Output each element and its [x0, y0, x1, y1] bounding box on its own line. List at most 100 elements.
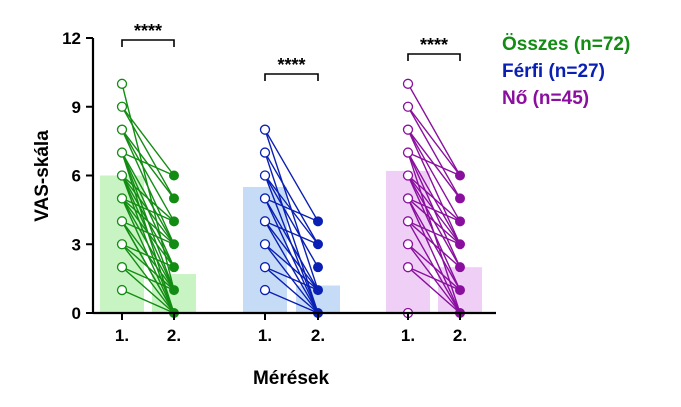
pair-line-1-29	[121, 266, 175, 314]
pair-line-3-3	[407, 106, 461, 199]
point-open-1-3	[116, 239, 128, 250]
pair-line-1-12	[121, 174, 175, 222]
y-tick-label-6: 6	[72, 167, 81, 186]
point-open-3-10	[402, 78, 414, 89]
pair-line-3-18	[407, 197, 461, 245]
point-open-3-6	[402, 170, 414, 181]
point-filled-1-2	[169, 262, 179, 273]
pair-line-3-17	[407, 198, 461, 314]
point-filled-3-1	[455, 285, 465, 296]
point-open-1-10	[116, 78, 128, 89]
significance-bracket-2	[264, 73, 319, 81]
pair-line-3-25	[407, 266, 461, 291]
pair-line-3-24	[407, 266, 461, 314]
pair-line-3-7	[407, 151, 461, 177]
x-axis-title: Mérések	[253, 368, 329, 389]
pair-line-1-30	[121, 266, 175, 291]
point-open-2-8	[259, 124, 271, 135]
point-filled-3-6	[455, 170, 465, 181]
point-filled-3-4	[455, 216, 465, 227]
series-group-3: ****	[386, 35, 482, 319]
pair-line-1-3	[121, 106, 175, 199]
point-open-1-1	[116, 284, 128, 296]
point-filled-1-4	[169, 216, 179, 227]
axes: 1. 2. 1. 2. 1. 2. 0 3 6 9 12	[62, 29, 496, 345]
pair-line-3-21	[407, 220, 461, 245]
pair-line-3-16	[407, 197, 461, 222]
point-open-2-3	[259, 239, 271, 250]
pair-line-1-27	[121, 243, 175, 291]
point-filled-1-6	[169, 170, 179, 181]
point-open-2-7	[259, 147, 271, 158]
x-tick-label-1-2: 2.	[167, 326, 181, 345]
pair-line-1-6	[121, 129, 175, 245]
significance-label-3: ****	[420, 35, 448, 55]
point-open-1-6	[116, 170, 128, 181]
pair-line-1-19	[121, 197, 175, 245]
pair-line-3-23	[407, 243, 461, 291]
legend-entry-female: Nő (n=45)	[502, 88, 589, 109]
point-filled-2-1	[313, 285, 323, 296]
point-open-2-6	[259, 170, 271, 181]
series-group-2: ****	[243, 55, 340, 318]
x-tick-label-3-1: 1.	[401, 326, 415, 345]
point-open-3-5	[402, 193, 414, 204]
significance-label-1: ****	[134, 21, 162, 41]
point-open-2-5	[259, 193, 271, 204]
x-tick-label-1-1: 1.	[115, 326, 129, 345]
point-open-3-9	[402, 101, 414, 112]
point-filled-2-3	[313, 239, 323, 250]
point-open-2-1	[259, 284, 271, 296]
point-filled-3-5	[455, 193, 465, 204]
pair-line-3-4	[407, 129, 461, 222]
pair-line-2-17	[264, 266, 319, 291]
plot-area: **** **** ****	[100, 21, 482, 319]
y-tick-label-12: 12	[62, 29, 81, 48]
y-axis-title: VAS-skála	[32, 130, 53, 222]
point-open-2-4	[259, 216, 271, 227]
pair-line-2-6	[264, 175, 319, 268]
pair-line-1-24	[121, 220, 175, 245]
pair-line-2-3	[264, 152, 319, 245]
pair-line-1-18	[121, 197, 175, 222]
pair-line-1-20	[121, 198, 175, 291]
point-open-3-8	[402, 124, 414, 135]
point-open-3-4	[402, 216, 414, 227]
pair-line-2-12	[264, 220, 319, 291]
pair-line-2-18	[264, 289, 319, 314]
point-open-1-4	[116, 216, 128, 227]
pair-line-2-15	[264, 243, 319, 291]
x-tick-label-3-2: 2.	[453, 326, 467, 345]
significance-bracket-1	[121, 39, 175, 47]
pair-line-1-5	[121, 129, 175, 222]
x-tick-label-2-1: 1.	[258, 326, 272, 345]
y-tick-label-0: 0	[72, 304, 81, 323]
significance-bracket-3	[407, 53, 461, 61]
pair-line-2-8	[264, 198, 319, 291]
point-open-3-3	[402, 239, 414, 250]
legend-entry-male: Férfi (n=27)	[502, 61, 605, 82]
significance-label-2: ****	[277, 55, 305, 75]
point-open-1-7	[116, 147, 128, 158]
point-open-1-9	[116, 101, 128, 112]
point-open-3-7	[402, 147, 414, 158]
point-filled-2-2	[313, 262, 323, 273]
point-filled-2-4	[313, 216, 323, 227]
pair-line-2-1	[264, 129, 319, 222]
point-open-2-2	[259, 262, 271, 273]
pair-line-3-2	[407, 106, 461, 176]
pair-line-3-1	[407, 83, 461, 176]
pair-line-1-31	[121, 289, 175, 314]
point-open-1-8	[116, 124, 128, 135]
y-tick-label-3: 3	[72, 235, 81, 254]
point-open-3-2	[402, 262, 414, 273]
point-filled-1-3	[169, 239, 179, 250]
y-tick-label-9: 9	[72, 98, 81, 117]
x-tick-label-2-2: 2.	[311, 326, 325, 345]
point-filled-1-1	[169, 285, 179, 296]
point-open-1-2	[116, 262, 128, 273]
legend-entry-all: Összes (n=72)	[502, 34, 630, 55]
pair-line-2-16	[264, 266, 319, 314]
pair-line-3-6	[407, 129, 461, 245]
